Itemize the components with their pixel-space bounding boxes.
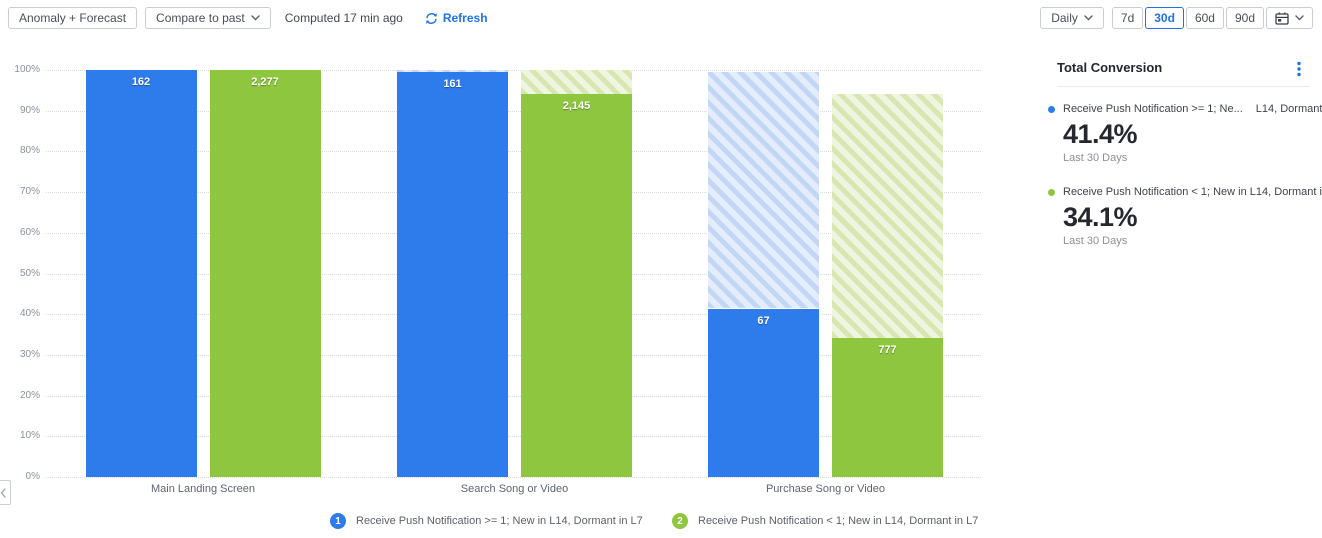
compare-to-past-dropdown[interactable]: Compare to past xyxy=(145,7,271,29)
gridline xyxy=(46,354,981,356)
x-axis-label: Purchase Song or Video xyxy=(765,483,886,495)
series-dot-green xyxy=(1048,188,1055,196)
refresh-button[interactable]: Refresh xyxy=(425,11,488,25)
funnel-bar-segment[interactable]: 161 xyxy=(397,72,508,477)
computed-timestamp: Computed 17 min ago xyxy=(284,11,403,25)
x-axis-label: Search Song or Video xyxy=(460,483,569,495)
range-90d-button[interactable]: 90d xyxy=(1225,7,1264,29)
panel-divider xyxy=(1057,86,1310,87)
conversion-caption: Last 30 Days xyxy=(1063,152,1128,164)
funnel-bar-segment[interactable]: 2,277 xyxy=(209,70,321,477)
legend-item[interactable]: 2 Receive Push Notification < 1; New in L… xyxy=(672,513,978,529)
bar-value-label: 777 xyxy=(878,344,897,357)
y-axis-tick: 30% xyxy=(19,348,40,360)
funnel-dropoff-segment[interactable] xyxy=(832,93,943,339)
range-7d-button[interactable]: 7d xyxy=(1111,7,1144,29)
legend-label: Receive Push Notification >= 1; New in L… xyxy=(356,515,643,527)
funnel-dropoff-segment[interactable] xyxy=(397,70,508,73)
bar-value-label: 161 xyxy=(443,78,462,91)
legend-step-number: 2 xyxy=(672,513,688,529)
y-axis-tick: 0% xyxy=(25,471,40,482)
calendar-icon xyxy=(1275,11,1289,25)
bar-value-label: 2,277 xyxy=(251,76,279,88)
toolbar-left: Anomaly + Forecast Compare to past Compu… xyxy=(8,7,488,29)
kebab-menu-icon[interactable] xyxy=(1293,61,1305,77)
gridline xyxy=(46,477,981,478)
gridline xyxy=(46,314,981,316)
bar-value-label: 2,145 xyxy=(562,99,591,112)
anomaly-forecast-label: Anomaly + Forecast xyxy=(19,11,127,25)
y-axis-tick: 90% xyxy=(19,104,40,116)
toolbar-right: Daily 7d 30d 60d 90d xyxy=(1040,7,1313,29)
chevron-down-icon xyxy=(1295,15,1304,21)
collapse-panel-button[interactable] xyxy=(0,480,11,505)
chevron-left-icon xyxy=(0,487,6,498)
y-axis-tick: 20% xyxy=(19,389,40,401)
gridline xyxy=(46,232,981,234)
funnel-bar-segment[interactable]: 162 xyxy=(85,70,197,477)
conversion-value: 34.1% xyxy=(1063,202,1138,232)
gridline xyxy=(46,70,981,71)
range-30d-button[interactable]: 30d xyxy=(1145,7,1184,29)
funnel-bar-segment[interactable]: 777 xyxy=(832,338,943,477)
conversion-entry-label: Receive Push Notification < 1; New in L1… xyxy=(1063,186,1322,198)
x-axis-label: Main Landing Screen xyxy=(151,483,255,495)
gridline xyxy=(46,110,981,112)
y-axis-tick: 60% xyxy=(19,226,40,238)
gridline xyxy=(46,192,981,194)
y-axis-tick: 80% xyxy=(19,145,40,157)
chevron-down-icon xyxy=(1084,15,1093,21)
gridline xyxy=(46,273,981,275)
funnel-bar-segment[interactable]: 2,145 xyxy=(521,93,632,477)
interval-label: Daily xyxy=(1051,11,1078,25)
y-axis-tick: 50% xyxy=(19,267,40,279)
conversion-entry-2: Receive Push Notification < 1; New in L1… xyxy=(1048,186,1322,247)
funnel-chart: 100% 90% 80% 70% 60% 50% 40% 30% 20% 10% 0% 162 161 6… xyxy=(14,64,981,529)
range-60d-button[interactable]: 60d xyxy=(1185,7,1224,29)
gridline xyxy=(46,395,981,397)
bar-value-label: 162 xyxy=(131,76,151,88)
y-axis-tick: 100% xyxy=(14,64,40,75)
y-axis-tick: 10% xyxy=(19,430,40,442)
legend-item[interactable]: 1 Receive Push Notification >= 1; New in … xyxy=(330,513,643,529)
date-range-segmented-control: 7d 30d 60d 90d xyxy=(1111,7,1313,29)
series-dot-blue xyxy=(1048,105,1055,113)
legend-label: Receive Push Notification < 1; New in L1… xyxy=(698,515,979,527)
legend-step-number: 1 xyxy=(330,513,346,529)
bar-value-label: 67 xyxy=(757,314,770,327)
conversion-caption: Last 30 Days xyxy=(1063,235,1128,247)
custom-date-range-button[interactable] xyxy=(1266,7,1313,29)
funnel-dropoff-segment[interactable] xyxy=(708,72,819,309)
y-axis-tick: 70% xyxy=(19,186,40,198)
refresh-label: Refresh xyxy=(442,11,488,25)
gridline xyxy=(46,151,981,153)
conversion-entry-label: Receive Push Notification >= 1; Ne... L14… xyxy=(1063,103,1322,115)
total-conversion-title: Total Conversion xyxy=(1057,60,1163,75)
interval-dropdown[interactable]: Daily xyxy=(1040,7,1104,29)
y-axis-tick: 40% xyxy=(19,308,40,320)
funnel-bar-segment[interactable]: 67 xyxy=(708,308,819,477)
conversion-value: 41.4% xyxy=(1063,119,1138,149)
refresh-icon xyxy=(425,12,438,25)
gridline xyxy=(46,436,981,438)
funnel-dropoff-segment[interactable] xyxy=(521,70,632,94)
anomaly-forecast-button[interactable]: Anomaly + Forecast xyxy=(8,7,138,29)
chevron-down-icon xyxy=(251,15,260,21)
conversion-entry-1: Receive Push Notification >= 1; Ne... L14… xyxy=(1048,103,1322,164)
compare-to-past-label: Compare to past xyxy=(156,11,245,25)
